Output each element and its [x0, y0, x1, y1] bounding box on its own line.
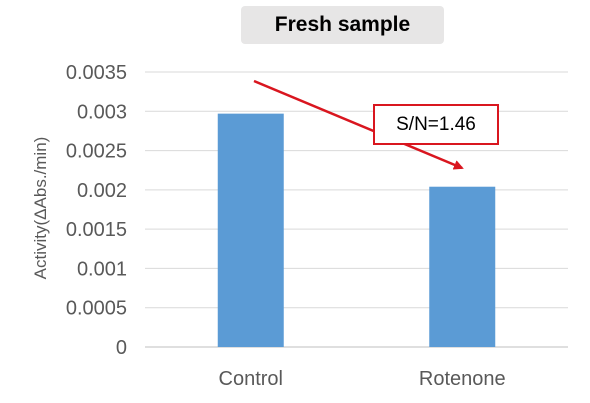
bar-control [217, 113, 284, 348]
y-tick-label: 0.0025 [66, 141, 127, 163]
y-tick-label: 0 [116, 337, 127, 359]
annotation-arrow [253, 79, 464, 170]
y-tick-label: 0.001 [77, 258, 127, 280]
bar-rotenone [429, 186, 496, 347]
y-axis-label: Activity(ΔAbs./min) [31, 137, 50, 280]
annotation-label: S/N=1.46 [373, 104, 499, 145]
chart-title: Fresh sample [241, 6, 444, 44]
bars [217, 113, 496, 348]
y-tick-labels: 0 0.0005 0.001 0.0015 0.002 0.0025 0.003 0.0035 [66, 62, 127, 359]
x-tick-labels: Control Rotenone [219, 368, 506, 390]
y-tick-label: 0.0005 [66, 298, 127, 320]
x-tick-label: Rotenone [419, 368, 506, 390]
y-tick-label: 0.0035 [66, 62, 127, 84]
x-tick-label: Control [219, 368, 283, 390]
y-tick-label: 0.0015 [66, 219, 127, 241]
y-tick-label: 0.003 [77, 101, 127, 123]
gridlines [145, 71, 568, 348]
y-tick-label: 0.002 [77, 180, 127, 202]
